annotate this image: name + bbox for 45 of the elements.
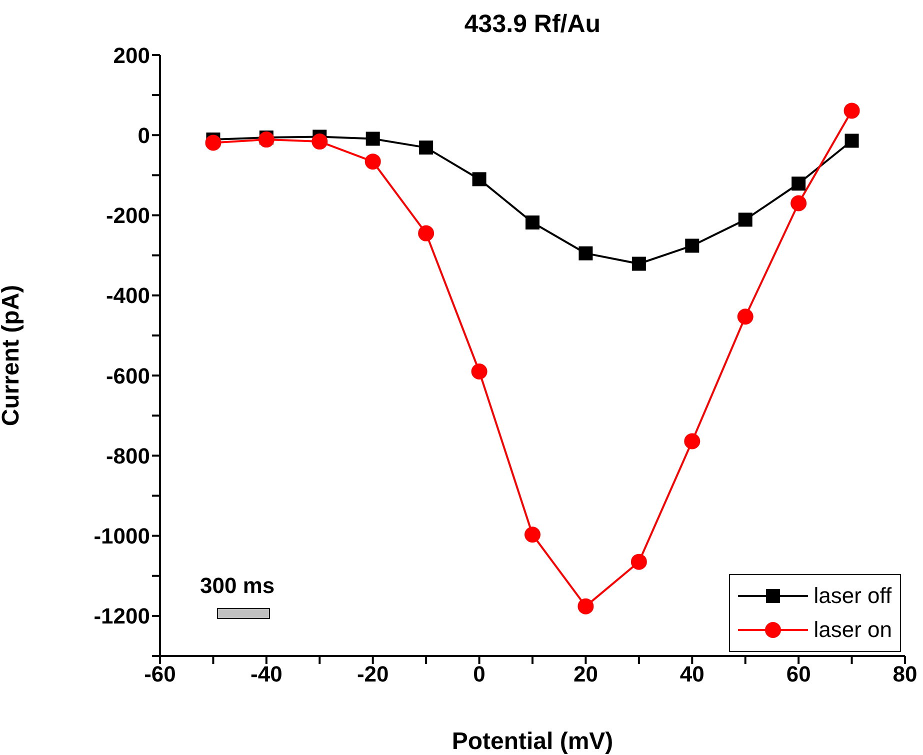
y-tick-label: -1000 — [94, 524, 150, 549]
y-tick-label: -800 — [106, 443, 150, 468]
x-tick-label: -40 — [250, 662, 282, 687]
chart-title: 433.9 Rf/Au — [463, 10, 602, 39]
x-tick-label: -20 — [356, 662, 389, 687]
point — [205, 134, 222, 151]
point — [419, 140, 434, 155]
point — [632, 256, 646, 271]
point — [578, 246, 593, 260]
point — [258, 132, 274, 148]
y-tick-label: -200 — [106, 203, 150, 228]
legend-label: laser on — [814, 617, 892, 643]
x-tick-label: 40 — [680, 662, 704, 687]
point — [418, 225, 434, 242]
point — [630, 554, 647, 570]
x-tick-label: 0 — [473, 662, 486, 687]
point — [738, 212, 752, 227]
point — [312, 134, 328, 150]
y-tick-label: -1200 — [94, 604, 150, 629]
point — [524, 526, 540, 543]
point — [737, 308, 754, 325]
x-tick-label: 80 — [892, 662, 918, 687]
y-tick-label: 200 — [113, 42, 150, 68]
point — [684, 433, 700, 450]
x-tick-label: 60 — [786, 662, 811, 687]
y-tick-label: -400 — [106, 283, 150, 308]
y-axis-title: Current (pA) — [0, 284, 25, 426]
legend-label: laser off — [814, 583, 892, 609]
point — [364, 154, 381, 170]
x-tick-label: -60 — [144, 662, 176, 687]
point — [844, 134, 859, 148]
point — [790, 195, 807, 212]
point — [526, 215, 540, 230]
point — [472, 172, 486, 186]
point — [844, 102, 860, 119]
point — [471, 364, 488, 380]
x-tick-label: 20 — [573, 662, 598, 687]
x-axis-title: Potential (mV) — [452, 728, 614, 755]
annotation: 300 ms — [200, 573, 275, 599]
point — [685, 238, 700, 253]
point — [792, 176, 806, 191]
y-tick-label: 0 — [138, 122, 150, 148]
point — [578, 598, 594, 614]
y-tick-label: -600 — [106, 363, 150, 388]
point — [366, 132, 380, 146]
